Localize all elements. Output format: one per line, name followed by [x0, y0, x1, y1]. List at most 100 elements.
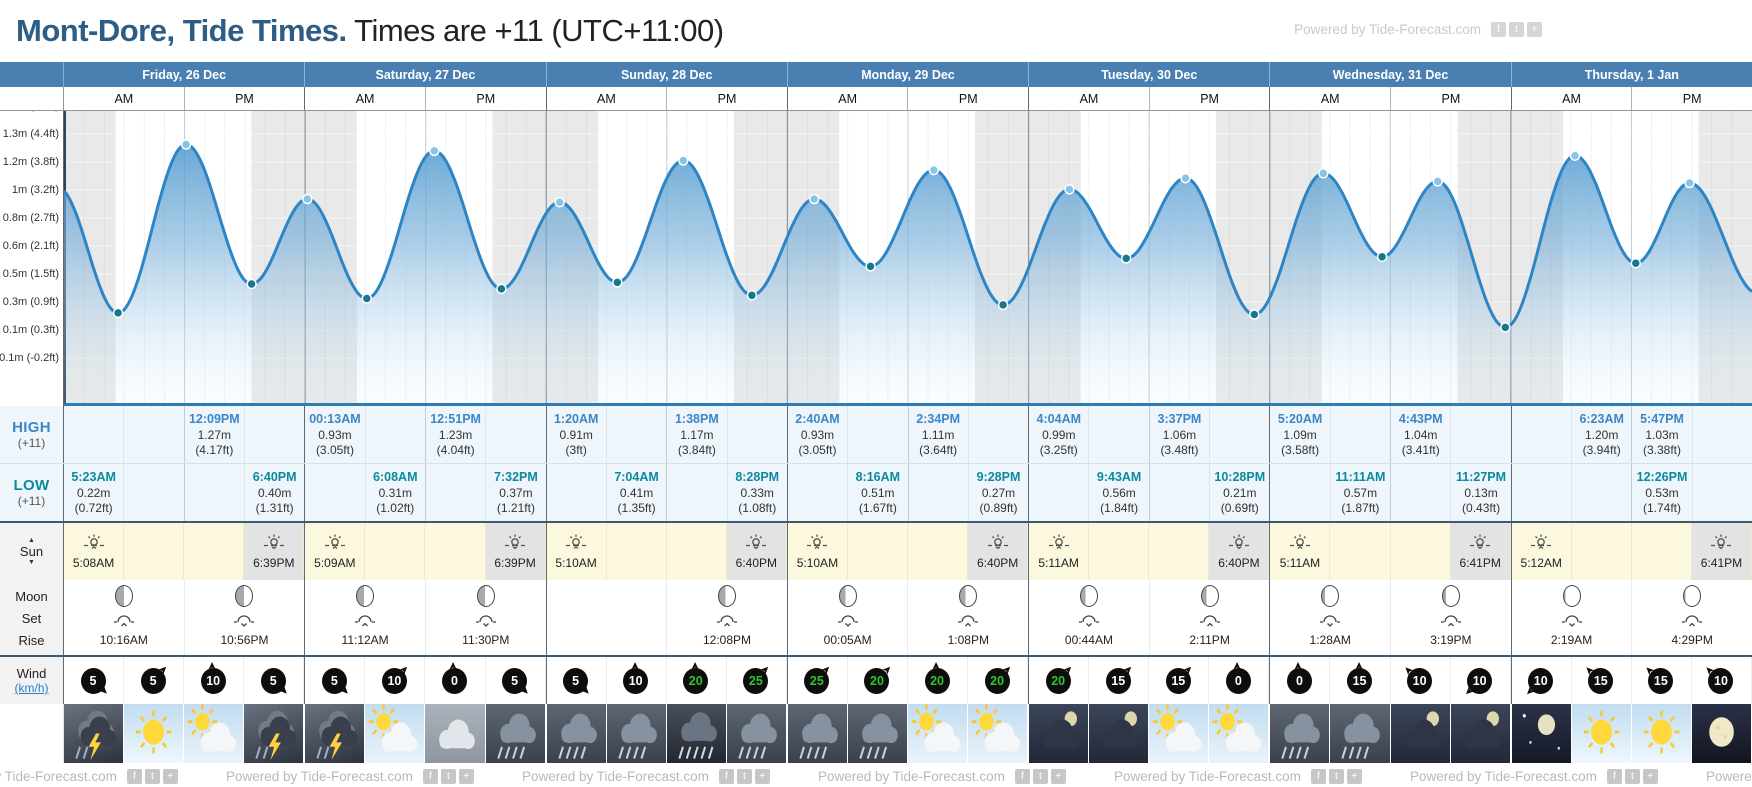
moon-cell-am: 11:12AM: [305, 580, 426, 655]
twitter-icon[interactable]: t: [1509, 22, 1524, 37]
ampm-day: AM PM: [547, 87, 788, 110]
low-tide-cell: [1693, 464, 1752, 521]
high-label: HIGH: [12, 419, 51, 436]
facebook-icon[interactable]: f: [1014, 769, 1030, 784]
low-tide-height-ft: (0.43ft): [1462, 500, 1501, 515]
wind-badge: 10 ➤: [381, 662, 412, 695]
sun-empty-cell: [1572, 523, 1632, 580]
high-tide-cell: 1:20AM 0.91m (3ft): [547, 406, 607, 463]
weather-icon-sun: [124, 704, 184, 763]
sunset-icon: [1469, 533, 1491, 554]
moon-rise-label: Rise: [18, 633, 45, 648]
sun-empty-cell: [1632, 523, 1692, 580]
weather-day-column: [1029, 704, 1271, 763]
low-tide-height-ft: (1.31ft): [255, 500, 294, 515]
high-tide-cell: 4:43PM 1.04m (3.41ft): [1391, 406, 1452, 463]
share-icon[interactable]: +: [162, 769, 178, 784]
high-tide-cell: [1512, 406, 1573, 463]
y-axis-tick-label: 0.3m (0.9ft): [2, 296, 59, 308]
moon-rise-time: 11:12AM: [341, 633, 389, 647]
sunrise-icon: [324, 533, 346, 554]
sunrise-icon: [324, 534, 345, 549]
weather-glyph: [1043, 711, 1079, 749]
low-tide-cell: [1512, 464, 1573, 521]
sunset-icon: [746, 534, 767, 550]
low-tide-cell: [1029, 464, 1090, 521]
moon-day-column: 12:08PM: [547, 580, 788, 655]
moon-day-column: 2:19AM 4:29PM: [1512, 580, 1752, 655]
high-tide-time: 6:23AM: [1579, 412, 1624, 427]
moon-rise-icon: [113, 615, 134, 627]
pm-label: PM: [717, 91, 737, 106]
wind-speed-value: 5: [140, 667, 166, 694]
high-tide-cell: 5:20AM 1.09m (3.58ft): [1270, 406, 1331, 463]
sunrise-time: 5:08AM: [72, 556, 115, 570]
facebook-icon[interactable]: f: [422, 769, 438, 784]
moon-set-arc: [475, 613, 497, 632]
moon-set-time: 00:05AM: [823, 633, 872, 647]
moon-set-arc: [1319, 613, 1341, 632]
moon-rise-icon: [717, 615, 738, 627]
wind-direction-arrow: ➤: [1293, 660, 1306, 671]
low-tide-cell: [1572, 464, 1633, 521]
sunset-icon: [504, 533, 526, 554]
weather-day-column: [787, 704, 1030, 763]
high-tide-height-ft: (3.38ft): [1643, 442, 1682, 457]
moon-phase-icon: [1562, 585, 1581, 607]
share-icon[interactable]: +: [754, 769, 770, 784]
wind-speed-value: 5: [80, 667, 106, 694]
twitter-icon[interactable]: t: [440, 769, 456, 784]
powered-by-text: Powered by Tide-Forecast.com: [522, 769, 709, 784]
weather-cell: [726, 704, 787, 763]
sun-day-column: 5:11AM 6:41PM: [1270, 523, 1512, 580]
twitter-icon[interactable]: t: [144, 769, 160, 784]
low-tide-cell: [426, 464, 487, 521]
twitter-icon[interactable]: t: [1624, 769, 1640, 784]
high-tide-cell: 2:40AM 0.93m (3.05ft): [788, 406, 849, 463]
low-tide-cell: [788, 464, 849, 521]
facebook-icon[interactable]: f: [1606, 769, 1622, 784]
share-icon[interactable]: +: [458, 769, 474, 784]
weather-glyph: [496, 713, 536, 759]
facebook-icon[interactable]: f: [126, 769, 142, 784]
wind-day-column: 25 ➤ 20 ➤ 20 ➤ 20 ➤: [788, 657, 1030, 704]
low-tide-height-ft: (1.08ft): [738, 500, 777, 515]
twitter-icon[interactable]: t: [1032, 769, 1048, 784]
wind-speed-value: 5: [563, 667, 589, 694]
weather-glyph: [369, 704, 418, 752]
share-icon[interactable]: +: [1527, 22, 1542, 37]
low-tide-row: LOW (+11) 5:23AM 0.22m (0.72ft) 6:40PM 0.40m(…: [0, 463, 1752, 521]
twitter-icon[interactable]: t: [1328, 769, 1344, 784]
pm-label: PM: [1682, 91, 1702, 106]
moon-set-time: 11:30PM: [462, 633, 510, 647]
facebook-icon[interactable]: f: [1310, 769, 1326, 784]
high-tide-row: HIGH (+11) 12:09PM 1.27m (4.17ft) 00:13AM 0.9…: [0, 406, 1752, 463]
ampm-day: AM PM: [64, 87, 306, 110]
wind-cell: 10 ➤: [365, 657, 426, 704]
share-icon[interactable]: +: [1050, 769, 1066, 784]
share-icon[interactable]: +: [1346, 769, 1362, 784]
y-axis-tick-label: 0.6m (2.1ft): [2, 240, 59, 252]
pm-label: PM: [1200, 91, 1219, 106]
moon-cell-am: 00:44AM: [1029, 580, 1150, 655]
tide-day-column: 11:11AM 0.57m (1.87ft) 11:27PM 0.13m (0.43ft): [1270, 464, 1512, 521]
wind-cell: 10 ➤: [1692, 657, 1752, 704]
high-tide-time: 2:34PM: [916, 412, 961, 427]
facebook-icon[interactable]: f: [1491, 22, 1506, 37]
facebook-icon[interactable]: f: [718, 769, 734, 784]
low-tide-cell: 11:11AM 0.57m (1.87ft): [1331, 464, 1392, 521]
wind-day-column: 0 ➤ 15 ➤ 10 ➤ 10 ➤: [1270, 657, 1512, 704]
powered-by-text: Powered by Tide-Forecast.com: [0, 769, 117, 784]
wind-day-column: 5 ➤ 10 ➤ 0 ➤ 5 ➤: [305, 657, 547, 704]
low-tide-height-m: 0.56m: [1102, 485, 1136, 500]
sun-row: ▲ Sun ▼ 5:08AM 6:39PM 5:09AM 6:39PM 5:10AM 6:…: [0, 521, 1752, 580]
wind-unit-link[interactable]: (km/h): [14, 681, 49, 695]
moon-phase-icon: [1079, 585, 1098, 607]
weather-day-column: [64, 704, 306, 763]
share-icon[interactable]: +: [1642, 769, 1658, 784]
twitter-icon[interactable]: t: [736, 769, 752, 784]
social-icons: f t +: [1606, 769, 1658, 784]
low-tide-height-m: 0.13m: [1464, 485, 1498, 500]
high-tide-cell: [64, 406, 125, 463]
weather-day-column: [305, 704, 547, 763]
